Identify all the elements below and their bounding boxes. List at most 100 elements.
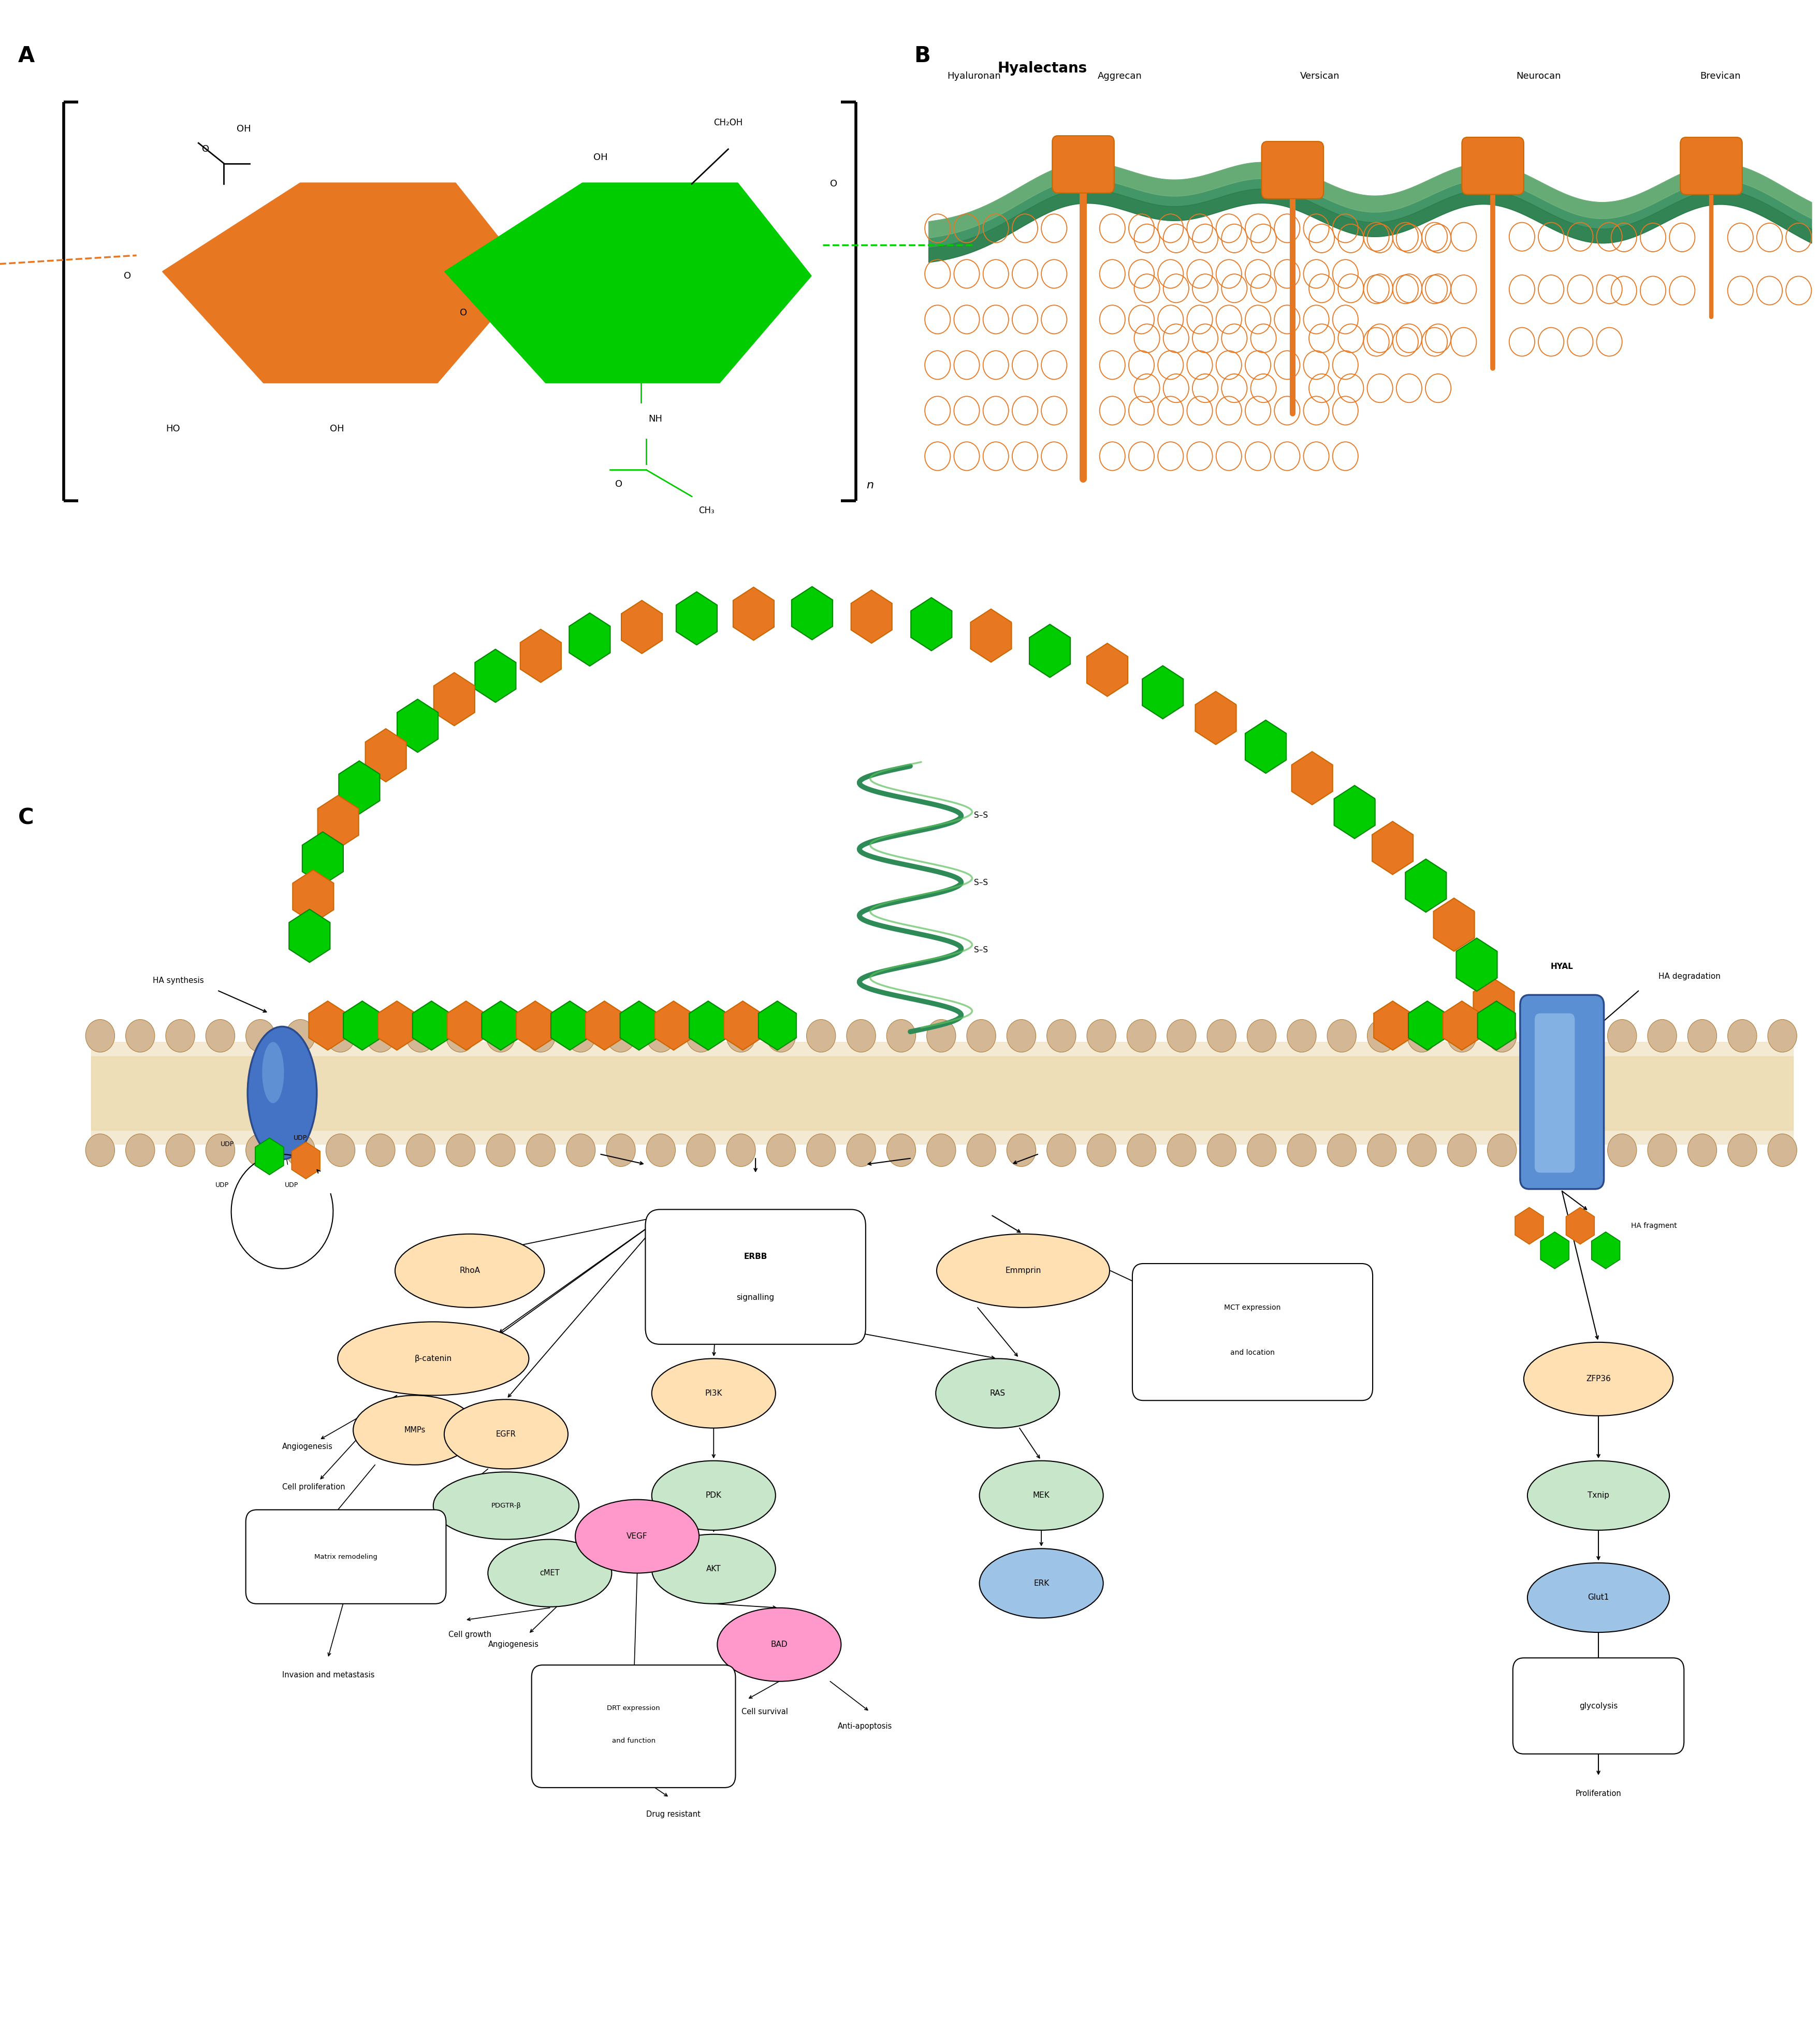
Ellipse shape: [652, 1534, 775, 1604]
Text: PDK: PDK: [706, 1491, 721, 1500]
Circle shape: [1167, 1134, 1196, 1167]
Text: Txnip: Txnip: [1587, 1491, 1609, 1500]
Text: Aggrecan: Aggrecan: [1097, 72, 1141, 82]
Polygon shape: [289, 909, 329, 962]
Polygon shape: [586, 1001, 622, 1050]
Circle shape: [86, 1019, 115, 1052]
Text: ZFP36: ZFP36: [1585, 1375, 1611, 1383]
Circle shape: [1087, 1019, 1116, 1052]
Text: S–S: S–S: [974, 946, 988, 954]
Polygon shape: [446, 184, 810, 382]
Text: A: A: [18, 45, 35, 67]
Text: MMPs: MMPs: [404, 1426, 426, 1434]
Polygon shape: [164, 184, 528, 382]
Text: Emmprin: Emmprin: [1005, 1267, 1041, 1275]
Polygon shape: [482, 1001, 519, 1050]
Circle shape: [1046, 1019, 1076, 1052]
Circle shape: [566, 1019, 595, 1052]
Polygon shape: [413, 1001, 450, 1050]
Circle shape: [886, 1134, 915, 1167]
Polygon shape: [1565, 1207, 1594, 1244]
FancyBboxPatch shape: [1461, 137, 1523, 194]
Circle shape: [326, 1134, 355, 1167]
Circle shape: [966, 1019, 996, 1052]
Circle shape: [886, 1019, 915, 1052]
Text: Versican: Versican: [1299, 72, 1340, 82]
Circle shape: [1527, 1019, 1556, 1052]
Polygon shape: [1028, 625, 1070, 678]
Polygon shape: [448, 1001, 484, 1050]
Circle shape: [646, 1019, 675, 1052]
Polygon shape: [379, 1001, 415, 1050]
Circle shape: [1647, 1134, 1676, 1167]
Circle shape: [1407, 1134, 1436, 1167]
Ellipse shape: [444, 1399, 568, 1469]
Text: β-catenin: β-catenin: [415, 1355, 451, 1363]
Circle shape: [526, 1019, 555, 1052]
Circle shape: [566, 1134, 595, 1167]
Circle shape: [286, 1019, 315, 1052]
Text: PDGTR-β: PDGTR-β: [491, 1502, 521, 1510]
Circle shape: [686, 1134, 715, 1167]
Polygon shape: [675, 592, 717, 646]
Polygon shape: [475, 650, 515, 703]
Ellipse shape: [262, 1042, 284, 1103]
Circle shape: [1527, 1134, 1556, 1167]
Text: Hyalectans: Hyalectans: [997, 61, 1087, 76]
Polygon shape: [339, 760, 380, 813]
Polygon shape: [319, 795, 359, 848]
Text: CH₃: CH₃: [699, 507, 713, 515]
Text: cMET: cMET: [541, 1569, 559, 1577]
Circle shape: [1607, 1019, 1636, 1052]
Circle shape: [326, 1019, 355, 1052]
Polygon shape: [1372, 821, 1412, 874]
Ellipse shape: [1527, 1461, 1669, 1530]
Polygon shape: [850, 590, 892, 644]
Circle shape: [846, 1019, 875, 1052]
Circle shape: [1487, 1134, 1516, 1167]
Text: Anti-apoptosis: Anti-apoptosis: [837, 1722, 892, 1730]
Polygon shape: [1443, 1001, 1480, 1050]
Text: UDP: UDP: [215, 1181, 229, 1189]
Ellipse shape: [1523, 1342, 1673, 1416]
Text: Glut1: Glut1: [1587, 1594, 1609, 1602]
Text: O: O: [202, 145, 209, 153]
Circle shape: [246, 1019, 275, 1052]
Ellipse shape: [935, 1359, 1059, 1428]
Text: Drug resistant: Drug resistant: [646, 1810, 701, 1818]
Circle shape: [1607, 1134, 1636, 1167]
Text: glycolysis: glycolysis: [1578, 1702, 1618, 1710]
Circle shape: [1006, 1019, 1036, 1052]
Circle shape: [1327, 1019, 1356, 1052]
Ellipse shape: [652, 1461, 775, 1530]
Circle shape: [846, 1134, 875, 1167]
Text: ERBB: ERBB: [744, 1252, 766, 1261]
Text: S–S: S–S: [974, 811, 988, 819]
FancyBboxPatch shape: [1052, 135, 1114, 192]
Circle shape: [126, 1134, 155, 1167]
Polygon shape: [970, 609, 1012, 662]
Text: Cell proliferation: Cell proliferation: [282, 1483, 346, 1491]
Polygon shape: [255, 1138, 284, 1175]
Ellipse shape: [1527, 1563, 1669, 1632]
Polygon shape: [551, 1001, 588, 1050]
Ellipse shape: [433, 1471, 579, 1540]
Text: Neurocan: Neurocan: [1516, 72, 1560, 82]
Polygon shape: [1472, 979, 1514, 1032]
Circle shape: [486, 1019, 515, 1052]
Polygon shape: [1087, 644, 1127, 697]
Text: CH₂OH: CH₂OH: [713, 118, 743, 127]
Ellipse shape: [488, 1540, 612, 1606]
Text: Proliferation: Proliferation: [1574, 1790, 1622, 1798]
Polygon shape: [1405, 858, 1445, 911]
Polygon shape: [397, 699, 439, 752]
Polygon shape: [792, 586, 832, 639]
Circle shape: [1567, 1134, 1596, 1167]
FancyBboxPatch shape: [1520, 995, 1603, 1189]
Text: RhoA: RhoA: [459, 1267, 480, 1275]
Polygon shape: [910, 599, 952, 652]
Polygon shape: [309, 1001, 346, 1050]
Polygon shape: [433, 672, 475, 725]
Text: C: C: [18, 807, 35, 829]
Circle shape: [726, 1019, 755, 1052]
